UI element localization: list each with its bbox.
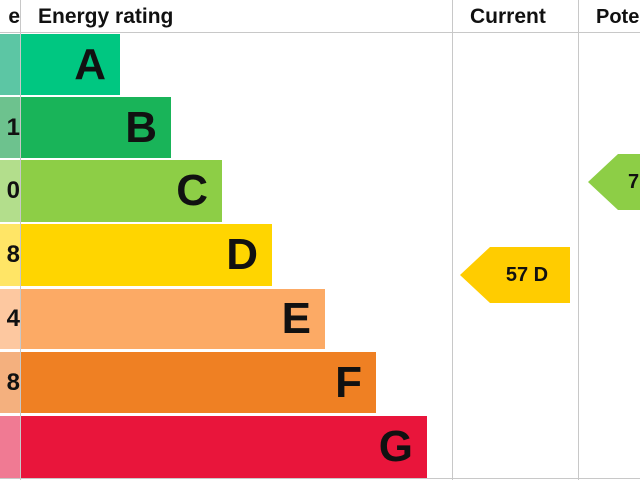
score-header: e — [8, 5, 20, 28]
potential-rating-arrow: 7 — [588, 154, 640, 210]
band-letter: B — [125, 102, 157, 152]
band-bar-a: A — [21, 34, 120, 95]
header-divider — [0, 32, 640, 33]
energy-rating-header: Energy rating — [38, 5, 174, 28]
score-cell-e: 4 — [0, 289, 20, 349]
band-bar-g: G — [21, 416, 427, 478]
score-cell-d: 8 — [0, 224, 20, 286]
current-divider — [452, 0, 453, 480]
band-letter: C — [176, 166, 208, 215]
current-rating-label: 57 D — [505, 263, 549, 286]
band-bar-b: B — [21, 97, 171, 158]
score-cell-b: 1 — [0, 97, 20, 158]
band-bar-f: F — [21, 352, 376, 413]
potential-divider — [578, 0, 579, 480]
current-header: Current — [470, 5, 546, 28]
score-divider — [20, 0, 21, 480]
band-letter: E — [281, 294, 311, 343]
band-bar-d: D — [21, 224, 272, 286]
band-letter: A — [74, 39, 106, 89]
current-rating-arrow: 57 D — [460, 247, 570, 303]
band-letter: F — [335, 357, 362, 407]
band-letter: D — [226, 230, 258, 279]
band-bar-e: E — [21, 289, 325, 349]
potential-header: Pote — [596, 6, 640, 28]
score-cell-g — [0, 416, 20, 478]
score-cell-f: 8 — [0, 352, 20, 413]
score-cell-a — [0, 34, 20, 95]
band-bar-c: C — [21, 160, 222, 222]
bottom-border — [0, 478, 640, 479]
band-letter: G — [378, 422, 413, 471]
score-cell-c: 0 — [0, 160, 20, 222]
potential-rating-label: 7 — [628, 170, 640, 193]
